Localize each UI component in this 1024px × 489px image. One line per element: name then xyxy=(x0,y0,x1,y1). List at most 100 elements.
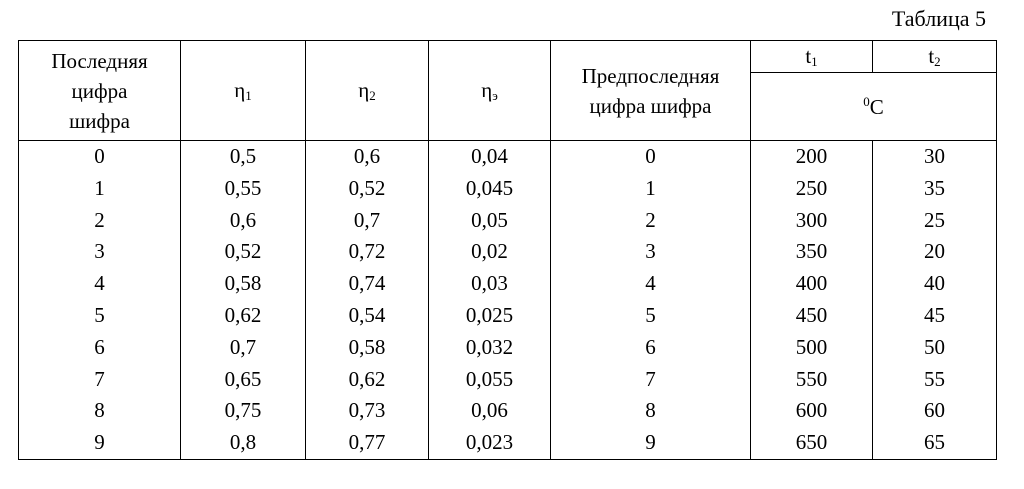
table-cell: 0 xyxy=(550,140,751,173)
header-row: 0C xyxy=(19,72,997,141)
table-cell: 300 xyxy=(750,204,873,237)
header-cell: t2 xyxy=(872,40,997,73)
table-cell: 0,5 xyxy=(180,140,306,173)
subscript: 1 xyxy=(811,53,818,69)
table-cell: 8 xyxy=(18,395,181,428)
table-cell: 0,05 xyxy=(428,204,551,237)
subscript: 2 xyxy=(369,87,376,103)
table-cell: 0,52 xyxy=(180,236,306,269)
table-cell: 0,8 xyxy=(180,427,306,460)
table-cell: 0,6 xyxy=(305,140,429,173)
table-cell: 650 xyxy=(750,427,873,460)
table-cell: 1 xyxy=(18,172,181,205)
header-cell: η1 xyxy=(180,40,306,141)
table-cell: 0,03 xyxy=(428,268,551,300)
table-row: 6 0,7 0,58 0,032 6 500 50 xyxy=(18,331,997,364)
table-cell: 0,7 xyxy=(305,204,429,237)
table-cell: 3 xyxy=(550,236,751,269)
table-cell: 30 xyxy=(872,140,997,173)
table-body: 0 0,5 0,6 0,04 0 200 30 1 0,55 0,52 0,045 1 250 35 2 0,… xyxy=(18,140,997,460)
table-cell: 350 xyxy=(750,236,873,269)
table-cell: 2 xyxy=(18,204,181,237)
table-cell: 0,55 xyxy=(180,172,306,205)
table-cell: 40 xyxy=(872,268,997,300)
table-cell: 8 xyxy=(550,395,751,428)
table-cell: 250 xyxy=(750,172,873,205)
table-cell: 400 xyxy=(750,268,873,300)
table-header: Последняя цифра шифра η1 η2 ηэ Предпосле… xyxy=(18,40,997,141)
table-cell: 0,72 xyxy=(305,236,429,269)
table-cell: 7 xyxy=(550,363,751,396)
header-cell: t1 xyxy=(750,40,873,73)
table-cell: 0,023 xyxy=(428,427,551,460)
subscript: 1 xyxy=(245,87,252,103)
table-cell: 45 xyxy=(872,299,997,332)
table-cell: 0,7 xyxy=(180,331,306,364)
table-cell: 5 xyxy=(18,299,181,332)
table-cell: 0,04 xyxy=(428,140,551,173)
table-cell: 200 xyxy=(750,140,873,173)
subscript: 2 xyxy=(934,53,941,69)
table-row: 7 0,65 0,62 0,055 7 550 55 xyxy=(18,363,997,396)
table-cell: 550 xyxy=(750,363,873,396)
table-cell: 0,52 xyxy=(305,172,429,205)
table-cell: 55 xyxy=(872,363,997,396)
header-cell: η2 xyxy=(305,40,429,141)
table-cell: 0,54 xyxy=(305,299,429,332)
table-cell: 0,6 xyxy=(180,204,306,237)
table-cell: 0,73 xyxy=(305,395,429,428)
table-row: 5 0,62 0,54 0,025 5 450 45 xyxy=(18,299,997,332)
table-cell: 0,62 xyxy=(305,363,429,396)
table-cell: 1 xyxy=(550,172,751,205)
table-row: 8 0,75 0,73 0,06 8 600 60 xyxy=(18,395,997,428)
table-cell: 4 xyxy=(18,268,181,300)
table-cell: 9 xyxy=(550,427,751,460)
table-cell: 7 xyxy=(18,363,181,396)
table-cell: 0,58 xyxy=(180,268,306,300)
table-cell: 0,77 xyxy=(305,427,429,460)
header-cell: ηэ xyxy=(428,40,551,141)
table-cell: 450 xyxy=(750,299,873,332)
table-cell: 5 xyxy=(550,299,751,332)
header-cell: Последняя цифра шифра xyxy=(18,40,181,141)
table-row: 1 0,55 0,52 0,045 1 250 35 xyxy=(18,172,997,205)
symbol: t xyxy=(805,43,812,68)
table-cell: 25 xyxy=(872,204,997,237)
symbol: η xyxy=(481,77,493,102)
table-cell: 0,65 xyxy=(180,363,306,396)
table-cell: 0,055 xyxy=(428,363,551,396)
table-cell: 0 xyxy=(18,140,181,173)
header-cell: 0C xyxy=(750,72,997,141)
table-cell: 65 xyxy=(872,427,997,460)
symbol: η xyxy=(234,77,246,102)
table-cell: 0,02 xyxy=(428,236,551,269)
table-row: 4 0,58 0,74 0,03 4 400 40 xyxy=(18,268,997,300)
data-table: Последняя цифра шифра η1 η2 ηэ Предпосле… xyxy=(18,40,997,460)
table-row: 2 0,6 0,7 0,05 2 300 25 xyxy=(18,204,997,237)
subscript: э xyxy=(492,87,498,103)
header-cell: Предпоследняя цифра шифра xyxy=(550,40,751,141)
table-cell: 60 xyxy=(872,395,997,428)
table-cell: 50 xyxy=(872,331,997,364)
table-row: 3 0,52 0,72 0,02 3 350 20 xyxy=(18,236,997,269)
table-cell: 0,032 xyxy=(428,331,551,364)
table-cell: 0,62 xyxy=(180,299,306,332)
table-cell: 0,75 xyxy=(180,395,306,428)
table-cell: 6 xyxy=(18,331,181,364)
table-cell: 600 xyxy=(750,395,873,428)
header-text: Последняя цифра шифра xyxy=(51,48,148,133)
unit: C xyxy=(869,94,884,119)
table-caption: Таблица 5 xyxy=(891,6,986,31)
table-cell: 6 xyxy=(550,331,751,364)
header-text: Предпоследняя цифра шифра xyxy=(581,63,720,118)
table-cell: 35 xyxy=(872,172,997,205)
table-cell: 0,025 xyxy=(428,299,551,332)
table-row: 9 0,8 0,77 0,023 9 650 65 xyxy=(18,427,997,460)
table-cell: 500 xyxy=(750,331,873,364)
symbol: η xyxy=(358,77,370,102)
symbol: t xyxy=(928,43,935,68)
table-row: 0 0,5 0,6 0,04 0 200 30 xyxy=(18,140,997,173)
table-cell: 20 xyxy=(872,236,997,269)
table-cell: 0,58 xyxy=(305,331,429,364)
